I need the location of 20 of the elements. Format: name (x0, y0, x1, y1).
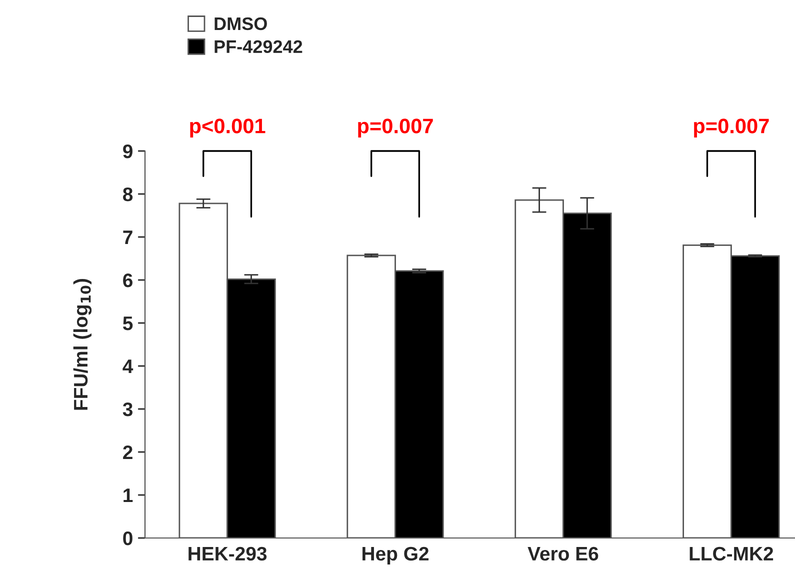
x-tick-label: Vero E6 (528, 546, 598, 561)
y-tick-label: 8 (123, 187, 133, 202)
y-tick-label: 5 (122, 316, 133, 330)
x-tick-label: Hep G2 (362, 546, 429, 564)
text: p=0.007 (358, 118, 433, 138)
x-tick-label: LLC-MK2 (690, 546, 774, 561)
y-tick-label: 9 (123, 144, 132, 158)
y-tick-label: 7 (123, 230, 132, 244)
y-tick-label: 1 (124, 488, 133, 502)
text: p<0.001 (190, 118, 266, 138)
y-tick-label: 6 (123, 273, 132, 288)
legend-label: PF-429242 (214, 40, 302, 54)
y-axis-title: FFU/ml (log$_{10}$) (73, 279, 92, 410)
text: p=0.007 (694, 118, 769, 138)
y-tick-label: 4 (122, 360, 134, 374)
y-tick-label: 0 (123, 531, 132, 546)
y-tick-label: 2 (123, 445, 132, 460)
x-tick-label: HEK-293 (188, 546, 267, 561)
y-tick-label: 3 (122, 402, 132, 416)
legend-label: DMSO (214, 17, 267, 30)
